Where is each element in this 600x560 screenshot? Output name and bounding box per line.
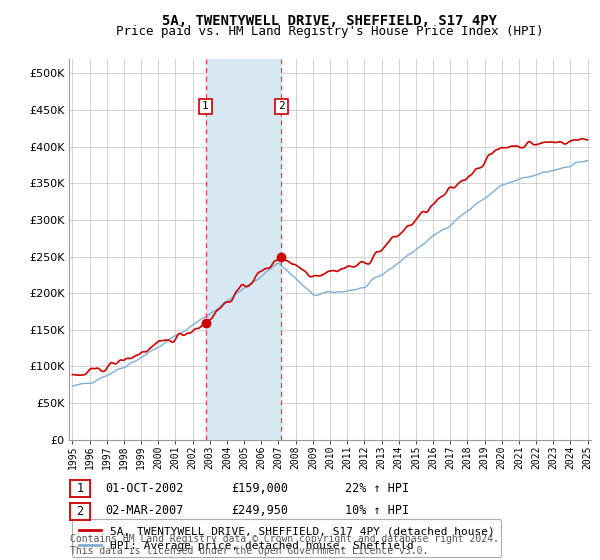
Legend: 5A, TWENTYWELL DRIVE, SHEFFIELD, S17 4PY (detached house), HPI: Average price, d: 5A, TWENTYWELL DRIVE, SHEFFIELD, S17 4PY… — [72, 520, 501, 557]
Text: 2: 2 — [77, 505, 83, 518]
Text: £159,000: £159,000 — [231, 482, 288, 495]
Text: 5A, TWENTYWELL DRIVE, SHEFFIELD, S17 4PY: 5A, TWENTYWELL DRIVE, SHEFFIELD, S17 4PY — [163, 14, 497, 28]
Text: 10% ↑ HPI: 10% ↑ HPI — [345, 504, 409, 517]
Text: 1: 1 — [202, 101, 209, 111]
Text: 1: 1 — [77, 482, 83, 496]
Text: 22% ↑ HPI: 22% ↑ HPI — [345, 482, 409, 495]
Text: 01-OCT-2002: 01-OCT-2002 — [105, 482, 184, 495]
Text: 02-MAR-2007: 02-MAR-2007 — [105, 504, 184, 517]
Text: £249,950: £249,950 — [231, 504, 288, 517]
Text: Contains HM Land Registry data © Crown copyright and database right 2024.
This d: Contains HM Land Registry data © Crown c… — [70, 534, 499, 556]
Text: 2: 2 — [278, 101, 285, 111]
Text: Price paid vs. HM Land Registry's House Price Index (HPI): Price paid vs. HM Land Registry's House … — [116, 25, 544, 38]
Bar — [206, 59, 281, 440]
